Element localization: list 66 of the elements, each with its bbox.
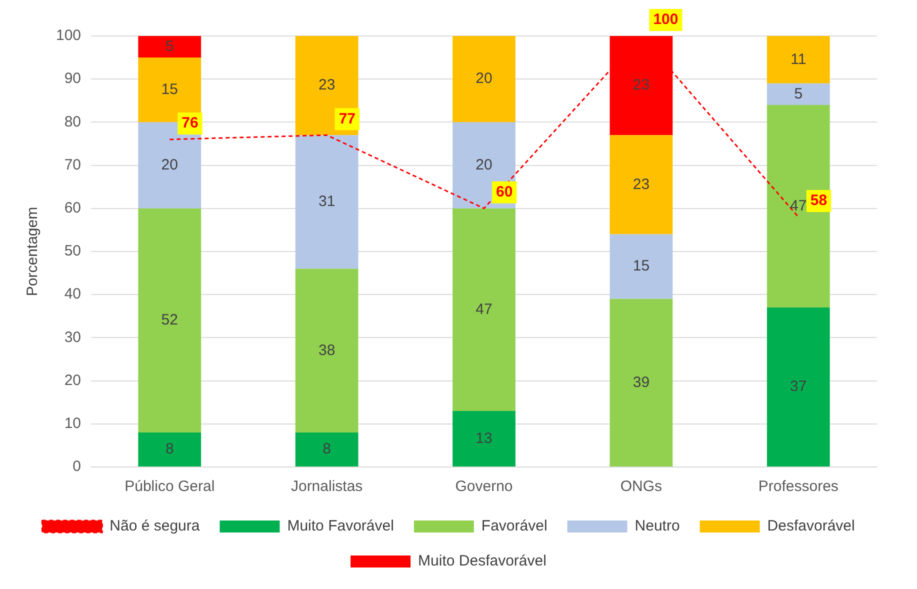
legend-label: Muito Desfavorável: [418, 552, 546, 570]
bar: [766, 308, 830, 466]
x-tick-label: Jornalistas: [290, 478, 363, 496]
data-label: 38: [318, 342, 336, 359]
data-label: 23: [632, 76, 650, 94]
data-label: 52: [161, 312, 178, 329]
x-tick-label: Público Geral: [124, 478, 215, 496]
y-tick-label: 30: [64, 328, 82, 346]
bar: [452, 410, 516, 466]
legend-label: Desfavorável: [767, 518, 855, 535]
y-tick-label: 90: [64, 70, 82, 88]
bar: [610, 135, 673, 234]
data-label: 47: [790, 197, 807, 214]
bar: [452, 36, 516, 122]
data-label: 15: [161, 81, 178, 98]
data-label: 20: [476, 156, 492, 174]
data-label: 20: [476, 70, 492, 88]
legend-label: Muito Favorável: [287, 518, 394, 535]
y-tick-label: 20: [64, 372, 82, 389]
data-label: 77: [338, 110, 356, 128]
y-tick-label: 100: [56, 27, 82, 44]
data-label: 23: [632, 176, 650, 193]
legend-label: Não é segura: [110, 518, 200, 535]
data-label: 13: [476, 430, 492, 447]
data-label: 15: [632, 258, 650, 275]
data-label: 100: [653, 11, 678, 28]
data-label: 31: [318, 193, 336, 210]
data-label: 23: [318, 76, 336, 94]
bar: [452, 208, 516, 411]
data-label: 47: [476, 300, 492, 318]
data-label: 5: [794, 85, 803, 102]
data-label: 58: [810, 192, 828, 210]
data-label: 8: [165, 440, 174, 458]
data-label: 11: [790, 50, 806, 68]
y-tick-label: 10: [64, 415, 82, 432]
legend-label: Favorável: [481, 518, 548, 535]
bar: [610, 234, 673, 299]
bar: [295, 36, 358, 136]
bar: [138, 432, 202, 466]
x-tick-label: ONGs: [620, 478, 662, 496]
y-tick-label: 40: [64, 286, 82, 303]
x-tick-label: Professores: [758, 478, 838, 496]
bar: [295, 432, 358, 466]
bar: [295, 135, 358, 269]
y-tick-label: 80: [64, 113, 82, 130]
y-tick-label: 50: [64, 242, 82, 260]
data-label: 76: [182, 114, 198, 132]
y-axis-title: Porcentagem: [24, 206, 42, 296]
data-label: 60: [496, 184, 513, 201]
y-tick-label: 60: [64, 200, 82, 217]
bar: [138, 36, 202, 58]
data-label: 39: [632, 374, 650, 391]
data-label: 8: [322, 440, 331, 458]
bar: [295, 268, 358, 433]
x-tick-label: Governo: [455, 478, 513, 496]
bar: [610, 298, 673, 466]
data-label: 37: [790, 378, 807, 396]
bar: [766, 104, 830, 308]
y-tick-label: 0: [72, 458, 82, 476]
bar: [766, 83, 830, 105]
legend-label: Neutro: [634, 518, 680, 535]
data-label: 20: [161, 156, 178, 174]
y-tick-label: 70: [64, 156, 82, 174]
bar: [138, 208, 202, 433]
bar: [766, 36, 830, 84]
data-label: 5: [165, 38, 174, 55]
